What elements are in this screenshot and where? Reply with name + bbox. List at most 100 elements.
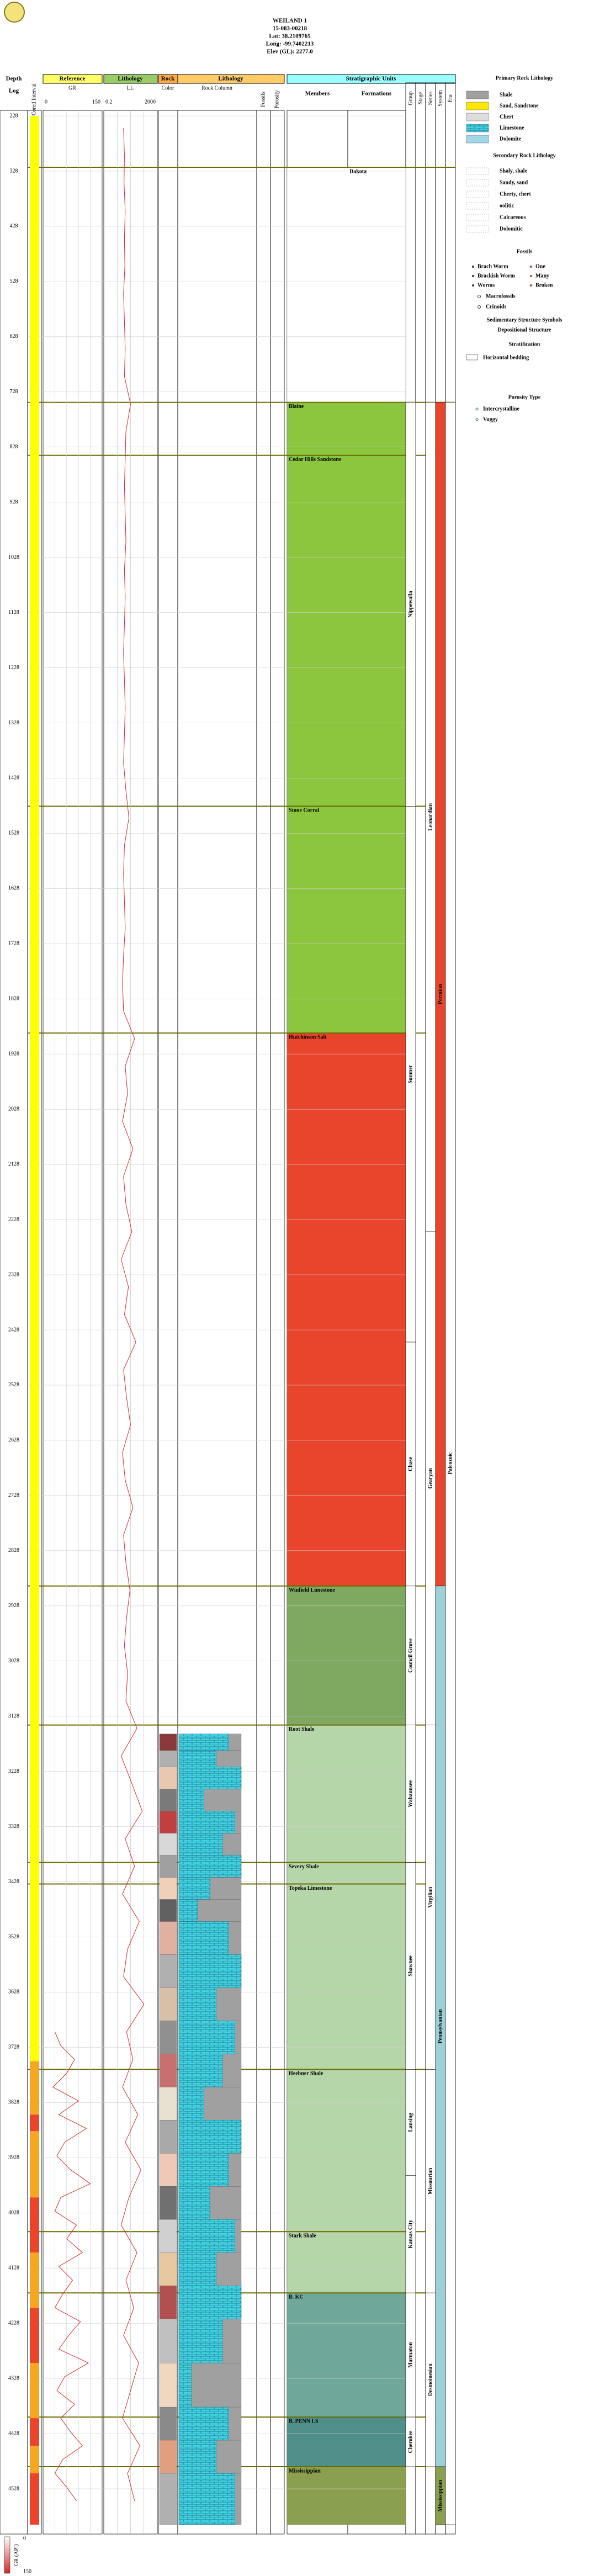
legend-label: Dolomitic bbox=[500, 226, 523, 232]
rock-color bbox=[159, 1789, 177, 1811]
limestone-fill bbox=[178, 1734, 229, 1751]
depth-tick-label: 3828 bbox=[8, 2100, 19, 2106]
unit-label: Hutchinson Salt bbox=[289, 1035, 327, 1041]
unit-fill bbox=[286, 806, 406, 1033]
latitude: Lat: 38.2109765 bbox=[269, 33, 311, 40]
rock-color bbox=[159, 1877, 177, 1900]
rock-color bbox=[159, 2186, 177, 2220]
limestone-fill bbox=[178, 2087, 204, 2121]
depth-tick-label: 2228 bbox=[8, 1216, 19, 1222]
depth-tick-label: 4428 bbox=[8, 2430, 19, 2436]
legend-swatch bbox=[466, 124, 489, 132]
legend-symbol bbox=[475, 407, 479, 411]
legend-label: Worms bbox=[477, 282, 495, 288]
gr-curve bbox=[52, 2032, 91, 2501]
unit-label: Winfield Limestone bbox=[289, 1587, 336, 1593]
depth-tick-label: 3628 bbox=[8, 1989, 19, 1995]
unit-label: Stark Shale bbox=[289, 2233, 316, 2239]
legend-title: Primary Rock Lithology bbox=[496, 75, 553, 81]
unit-fill bbox=[286, 1586, 406, 1725]
strat-label: Marmaton bbox=[407, 2342, 413, 2368]
limestone-fill bbox=[178, 2252, 217, 2286]
strat-col-header: Series bbox=[427, 92, 433, 105]
legend-symbol bbox=[530, 284, 532, 287]
unit-label: Heebner Shale bbox=[289, 2071, 323, 2077]
strat-col-header: Group bbox=[407, 91, 413, 105]
depth-tick-label: 2128 bbox=[8, 1161, 19, 1167]
strat-interval bbox=[405, 2416, 416, 2467]
unit-fill bbox=[286, 1862, 406, 1884]
unit-label: Dakota bbox=[349, 168, 367, 174]
rock-color bbox=[159, 2219, 177, 2253]
legend-label: Vuggy bbox=[483, 416, 498, 422]
rock-color bbox=[159, 2153, 177, 2187]
rock-color bbox=[159, 2286, 177, 2319]
strat-col-header: Stage bbox=[417, 92, 423, 104]
rock-color bbox=[159, 2473, 177, 2525]
depth-tick-label: 1528 bbox=[8, 830, 19, 836]
rock-color bbox=[159, 1921, 177, 1955]
legend-title: Fossils bbox=[517, 248, 532, 255]
core-interval bbox=[30, 2363, 39, 2419]
strat-label: Cherokee bbox=[407, 2430, 413, 2453]
legend-title: Sedimentary Structure Symbols bbox=[487, 317, 563, 323]
depth-tick-label: 3328 bbox=[8, 1824, 19, 1830]
core-header: Cored Interval bbox=[31, 83, 37, 115]
core-interval bbox=[30, 2197, 39, 2253]
legend-symbol bbox=[475, 418, 479, 421]
limestone-fill bbox=[178, 1987, 217, 2021]
depth-tick-label: 2028 bbox=[8, 1106, 19, 1112]
strat-label: Wabaunsee bbox=[407, 1780, 413, 1807]
strat-label: Lansing bbox=[407, 2113, 413, 2132]
rock-color bbox=[159, 1954, 177, 1988]
strat-label: Permian bbox=[437, 984, 443, 1004]
unit-label: B. KC bbox=[289, 2294, 304, 2300]
legend-swatch bbox=[466, 113, 489, 121]
legend-label: Limestone bbox=[500, 125, 524, 131]
legend-label: Brackish Worm bbox=[477, 273, 516, 279]
well-name: WEILAND 1 bbox=[273, 18, 307, 24]
depth-tick-label: 1728 bbox=[8, 941, 19, 947]
unit-fill bbox=[286, 2292, 406, 2418]
unit-fill bbox=[286, 455, 406, 807]
rock-color bbox=[159, 2362, 177, 2408]
depth-tick-label: 2728 bbox=[8, 1492, 19, 1498]
depth-tick-label: 4028 bbox=[8, 2210, 19, 2216]
core-interval bbox=[30, 2252, 39, 2308]
strat-col-header: System bbox=[437, 90, 443, 107]
depth-tick-label: 328 bbox=[10, 168, 18, 174]
rock-color bbox=[159, 2054, 177, 2087]
strat-interval bbox=[445, 402, 456, 2525]
rock-color bbox=[159, 1987, 177, 2021]
legend-swatch bbox=[466, 354, 478, 361]
header-band bbox=[103, 74, 158, 84]
rock-color bbox=[159, 1855, 177, 1878]
track-frame bbox=[256, 110, 271, 2535]
legend-swatch bbox=[466, 167, 489, 175]
depth-tick-label: 2428 bbox=[8, 1327, 19, 1333]
core-interval bbox=[30, 2131, 39, 2198]
unit-label: Stone Corral bbox=[289, 808, 319, 814]
ll-max: 2000 bbox=[145, 99, 156, 105]
depth-tick-label: 2828 bbox=[8, 1547, 19, 1554]
limestone-fill bbox=[178, 2054, 223, 2087]
legend-swatch bbox=[466, 225, 489, 233]
strat-label: Shawnee bbox=[407, 1955, 413, 1976]
rock-color bbox=[159, 1750, 177, 1767]
strat-label: Gearyan bbox=[427, 1468, 433, 1489]
core-interval bbox=[30, 2114, 39, 2132]
limestone-fill bbox=[178, 1954, 242, 1988]
limestone-fill bbox=[178, 1767, 242, 1789]
limestone-fill bbox=[178, 1855, 242, 1878]
limestone-fill bbox=[178, 2362, 192, 2408]
ll-curve bbox=[120, 128, 145, 2501]
longitude: Long: -99.7402213 bbox=[266, 41, 314, 47]
core-interval bbox=[30, 2473, 39, 2525]
core-interval bbox=[30, 2308, 39, 2363]
limestone-fill bbox=[178, 2186, 210, 2220]
core-interval bbox=[30, 116, 39, 2061]
strat-label: Leonardian bbox=[427, 803, 433, 830]
gr-max: 150 bbox=[92, 99, 100, 105]
depth-tick-label: 1328 bbox=[8, 720, 19, 726]
